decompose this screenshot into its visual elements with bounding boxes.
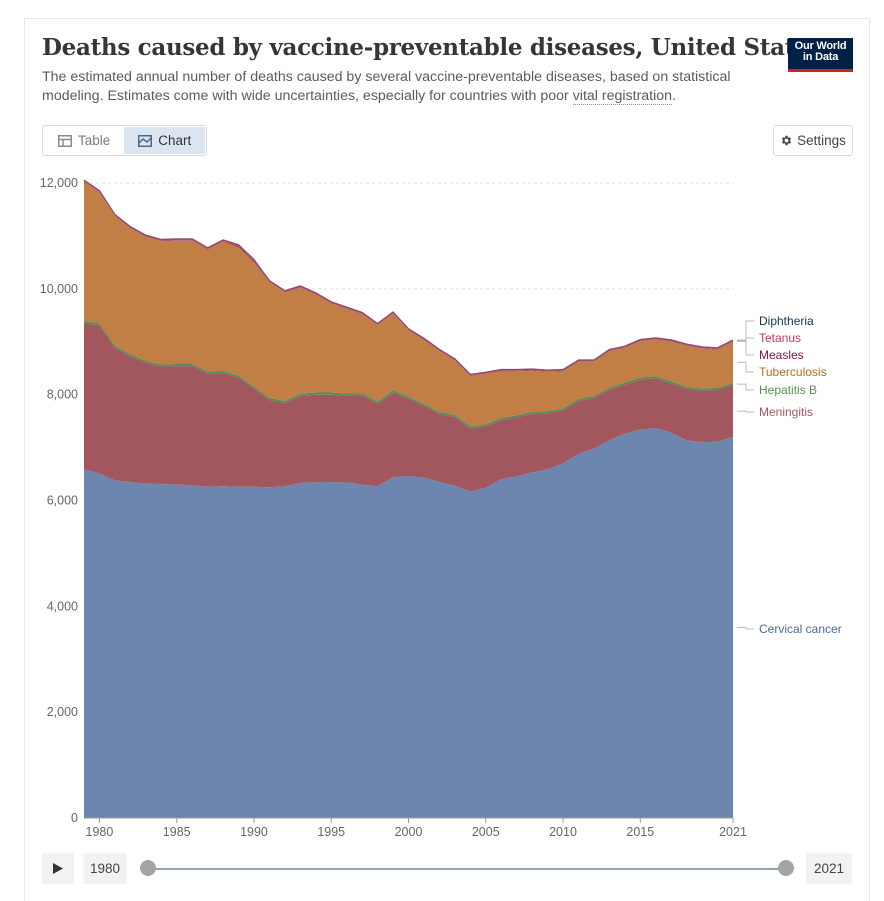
legend-connector bbox=[737, 361, 754, 373]
x-tick-label: 2010 bbox=[549, 825, 577, 839]
chart-icon bbox=[138, 134, 153, 147]
axis-layer: 0 2,000 4,000 6,000 8,000 10,000 12,000 1980 198… bbox=[40, 176, 747, 839]
y-tick-label: 12,000 bbox=[40, 176, 78, 190]
chart-frame bbox=[24, 18, 870, 901]
subtitle-end: . bbox=[672, 88, 677, 104]
logo-line-1: Our World bbox=[794, 40, 847, 52]
page-title: Deaths caused by vaccine-preventable dis… bbox=[42, 34, 823, 61]
area-meningitis bbox=[84, 323, 733, 492]
table-icon bbox=[58, 134, 72, 147]
tab-table[interactable]: Table bbox=[44, 127, 124, 154]
timeline-start-handle[interactable] bbox=[140, 860, 156, 876]
area-tuberculosis bbox=[84, 181, 733, 427]
settings-label: Settings bbox=[797, 133, 846, 148]
y-tick-label: 10,000 bbox=[40, 282, 78, 296]
legend-connector bbox=[737, 410, 754, 413]
legend-label-measles: Measles bbox=[759, 348, 804, 362]
settings-button[interactable]: Settings bbox=[773, 125, 853, 156]
legend-connector bbox=[737, 627, 754, 630]
x-tick-label: 2000 bbox=[395, 825, 423, 839]
x-tick-label: 1995 bbox=[317, 825, 345, 839]
tab-table-label: Table bbox=[78, 133, 111, 148]
tab-chart[interactable]: Chart bbox=[124, 127, 206, 154]
legend-label-tetanus: Tetanus bbox=[759, 331, 801, 345]
y-tick-label: 4,000 bbox=[47, 599, 78, 613]
label-layer: Cervical cancer Meningitis Hepatitis B Tube… bbox=[737, 314, 842, 636]
chart-subtitle: The estimated annual number of deaths ca… bbox=[42, 68, 762, 106]
y-tick-label: 8,000 bbox=[47, 388, 78, 402]
play-icon bbox=[53, 863, 63, 874]
logo-line-2: in Data bbox=[802, 51, 839, 63]
area-layer bbox=[83, 179, 734, 818]
y-tick-label: 2,000 bbox=[47, 705, 78, 719]
play-button[interactable] bbox=[42, 853, 74, 884]
timeline-end-handle[interactable] bbox=[778, 860, 794, 876]
x-tick-label: 2021 bbox=[719, 825, 747, 839]
legend-label-meningitis: Meningitis bbox=[759, 405, 813, 419]
legend-label-cervical-cancer: Cervical cancer bbox=[759, 622, 842, 636]
gear-icon bbox=[782, 135, 792, 146]
view-tabs: Table Chart bbox=[42, 125, 208, 156]
legend-connector bbox=[737, 320, 754, 341]
area-top-outline bbox=[83, 179, 734, 375]
y-tick-label: 6,000 bbox=[47, 494, 78, 508]
x-tick-label: 1990 bbox=[240, 825, 268, 839]
timeline-track[interactable] bbox=[148, 868, 786, 870]
x-tick-label: 2015 bbox=[626, 825, 654, 839]
legend-label-tuberculosis: Tuberculosis bbox=[759, 365, 827, 379]
x-tick-label: 2005 bbox=[472, 825, 500, 839]
owid-logo[interactable]: Our World in Data bbox=[788, 38, 853, 72]
timeline-end-label[interactable]: 2021 bbox=[806, 853, 852, 884]
x-tick-label: 1980 bbox=[86, 825, 114, 839]
legend-label-hepatitis-b: Hepatitis B bbox=[759, 383, 817, 397]
tab-chart-label: Chart bbox=[158, 133, 192, 148]
legend-label-diphtheria: Diphtheria bbox=[759, 314, 814, 328]
legend-connector bbox=[737, 383, 754, 391]
area-cervical-cancer bbox=[84, 428, 733, 818]
vital-registration-link[interactable]: vital registration bbox=[572, 88, 673, 105]
y-tick-label: 0 bbox=[71, 811, 78, 825]
timeline-start-label[interactable]: 1980 bbox=[83, 853, 127, 884]
subtitle-text: The estimated annual number of deaths ca… bbox=[42, 69, 731, 104]
x-tick-label: 1985 bbox=[163, 825, 191, 839]
legend-connector bbox=[737, 341, 754, 356]
